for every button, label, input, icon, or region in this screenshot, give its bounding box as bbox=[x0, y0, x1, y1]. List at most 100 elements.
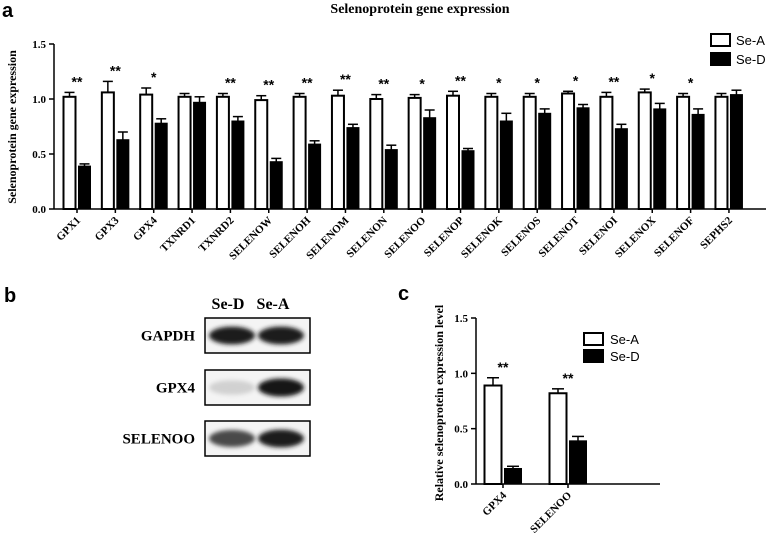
chart-a: Selenoprotein gene expression Selenoprot… bbox=[5, 2, 766, 262]
chart-a-title: Selenoprotein gene expression bbox=[330, 2, 509, 17]
bar-se-d bbox=[653, 108, 667, 210]
significance-marker: ** bbox=[378, 76, 389, 92]
bar-se-a bbox=[637, 91, 652, 210]
y-tick-label: 1.0 bbox=[32, 94, 46, 106]
bar-se-a bbox=[599, 95, 614, 210]
bar-se-a bbox=[100, 91, 115, 210]
x-tick-label: SELENOF bbox=[652, 214, 697, 259]
blot-row-label: GPX4 bbox=[156, 381, 196, 397]
significance-marker: ** bbox=[263, 77, 274, 93]
bar-se-d bbox=[193, 101, 207, 210]
x-tick-label: TXNRD1 bbox=[158, 215, 198, 255]
bar-se-a bbox=[330, 94, 345, 210]
chart-c-ylabel: Relative selenoprotein expression level bbox=[432, 304, 446, 501]
bar-se-d bbox=[154, 122, 168, 210]
bar-se-a bbox=[62, 95, 77, 210]
x-tick-label: SELENOT bbox=[536, 214, 582, 260]
x-tick-label: GPX3 bbox=[93, 214, 122, 243]
bar-se-d bbox=[461, 150, 475, 210]
chart-c-bars: ** ** bbox=[483, 359, 587, 485]
panel-letter-b: b bbox=[4, 285, 16, 307]
blot-row-label: GAPDH bbox=[141, 329, 195, 345]
bar-se-d bbox=[78, 165, 91, 210]
significance-marker: * bbox=[573, 72, 579, 88]
bar-se-a bbox=[548, 392, 568, 485]
blot-row-gapdh: GAPDH bbox=[141, 317, 311, 354]
bar-se-a bbox=[292, 95, 307, 210]
y-tick-label: 1.0 bbox=[454, 368, 468, 380]
bar-se-a bbox=[177, 95, 192, 210]
bar-se-d bbox=[569, 440, 587, 485]
legend-swatch-se-a-c bbox=[583, 332, 604, 346]
blot-row-label: SELENOO bbox=[122, 432, 195, 448]
significance-marker: ** bbox=[302, 75, 313, 91]
bar-se-d bbox=[614, 128, 628, 210]
bar-se-a bbox=[215, 95, 230, 210]
x-tick-label: SELENOO bbox=[528, 489, 574, 535]
bar-se-a bbox=[139, 93, 154, 210]
significance-marker: ** bbox=[563, 370, 574, 386]
significance-marker: * bbox=[650, 70, 656, 86]
bar-se-a bbox=[714, 95, 729, 210]
bar-se-d bbox=[116, 139, 130, 210]
x-tick-label: SELENOX bbox=[613, 215, 659, 261]
x-tick-label: GPX4 bbox=[480, 489, 509, 518]
bar-se-a bbox=[407, 96, 422, 210]
bar-se-d bbox=[504, 468, 522, 485]
bar-se-d bbox=[538, 112, 552, 210]
blot-lane-label-se-a: Se-A bbox=[257, 296, 290, 313]
significance-marker: * bbox=[534, 75, 540, 91]
bar-se-d bbox=[308, 143, 322, 210]
y-tick-label: 1.5 bbox=[454, 313, 468, 325]
blot-band bbox=[258, 326, 304, 345]
x-tick-label: TXNRD2 bbox=[196, 214, 236, 254]
x-tick-label: SEPHS2 bbox=[698, 214, 735, 251]
significance-marker: ** bbox=[498, 359, 509, 375]
blot-band bbox=[209, 326, 255, 345]
western-blot: Se-D Se-A GAPDH GPX4 SELENOO bbox=[122, 296, 311, 457]
chart-c-legend: Se-A Se-D bbox=[583, 332, 640, 364]
legend-label-se-d-c: Se-D bbox=[610, 349, 640, 364]
bar-se-d bbox=[423, 117, 437, 210]
bar-se-d bbox=[346, 127, 360, 210]
panel-letter-c: c bbox=[398, 283, 409, 305]
legend-label-se-d: Se-D bbox=[736, 52, 766, 67]
significance-marker: * bbox=[151, 69, 157, 85]
y-tick-label: 0.0 bbox=[32, 204, 46, 216]
significance-marker: * bbox=[419, 76, 425, 92]
blot-band bbox=[209, 380, 255, 395]
significance-marker: ** bbox=[455, 72, 466, 88]
bar-se-d bbox=[384, 149, 398, 210]
y-tick-label: 1.5 bbox=[32, 39, 46, 51]
y-tick-label: 0.0 bbox=[454, 479, 468, 491]
legend-label-se-a-c: Se-A bbox=[610, 332, 639, 347]
bar-se-a bbox=[484, 95, 499, 210]
bar-se-a bbox=[676, 95, 691, 210]
significance-marker: ** bbox=[225, 75, 236, 91]
panel-letter-a: a bbox=[2, 0, 14, 22]
bar-se-d bbox=[269, 161, 283, 210]
bar-se-a bbox=[446, 94, 460, 210]
bar-se-d bbox=[231, 120, 245, 210]
bar-se-d bbox=[499, 120, 513, 210]
y-tick-label: 0.5 bbox=[454, 424, 468, 436]
bar-se-d bbox=[576, 107, 590, 210]
chart-a-ylabel: Selenoprotein gene expression bbox=[5, 50, 19, 204]
blot-band bbox=[258, 429, 304, 448]
significance-marker: * bbox=[688, 75, 694, 91]
bar-se-a bbox=[369, 98, 384, 210]
bar-se-a bbox=[483, 384, 503, 485]
blot-band bbox=[209, 430, 255, 447]
blot-row-selenoo: SELENOO bbox=[122, 420, 311, 457]
bar-se-d bbox=[691, 113, 705, 210]
legend-swatch-se-d bbox=[710, 52, 731, 66]
chart-a-bars: **** * ** ** ** ** ** * ** * * * ** * * bbox=[62, 62, 743, 210]
x-tick-label: GPX4 bbox=[131, 214, 160, 243]
x-tick-label: SELENOO bbox=[382, 214, 428, 260]
legend-label-se-a: Se-A bbox=[736, 33, 765, 48]
significance-marker: * bbox=[496, 75, 502, 91]
significance-marker: ** bbox=[340, 71, 351, 87]
legend-swatch-se-a bbox=[710, 33, 731, 47]
legend-swatch-se-d-c bbox=[583, 349, 604, 363]
